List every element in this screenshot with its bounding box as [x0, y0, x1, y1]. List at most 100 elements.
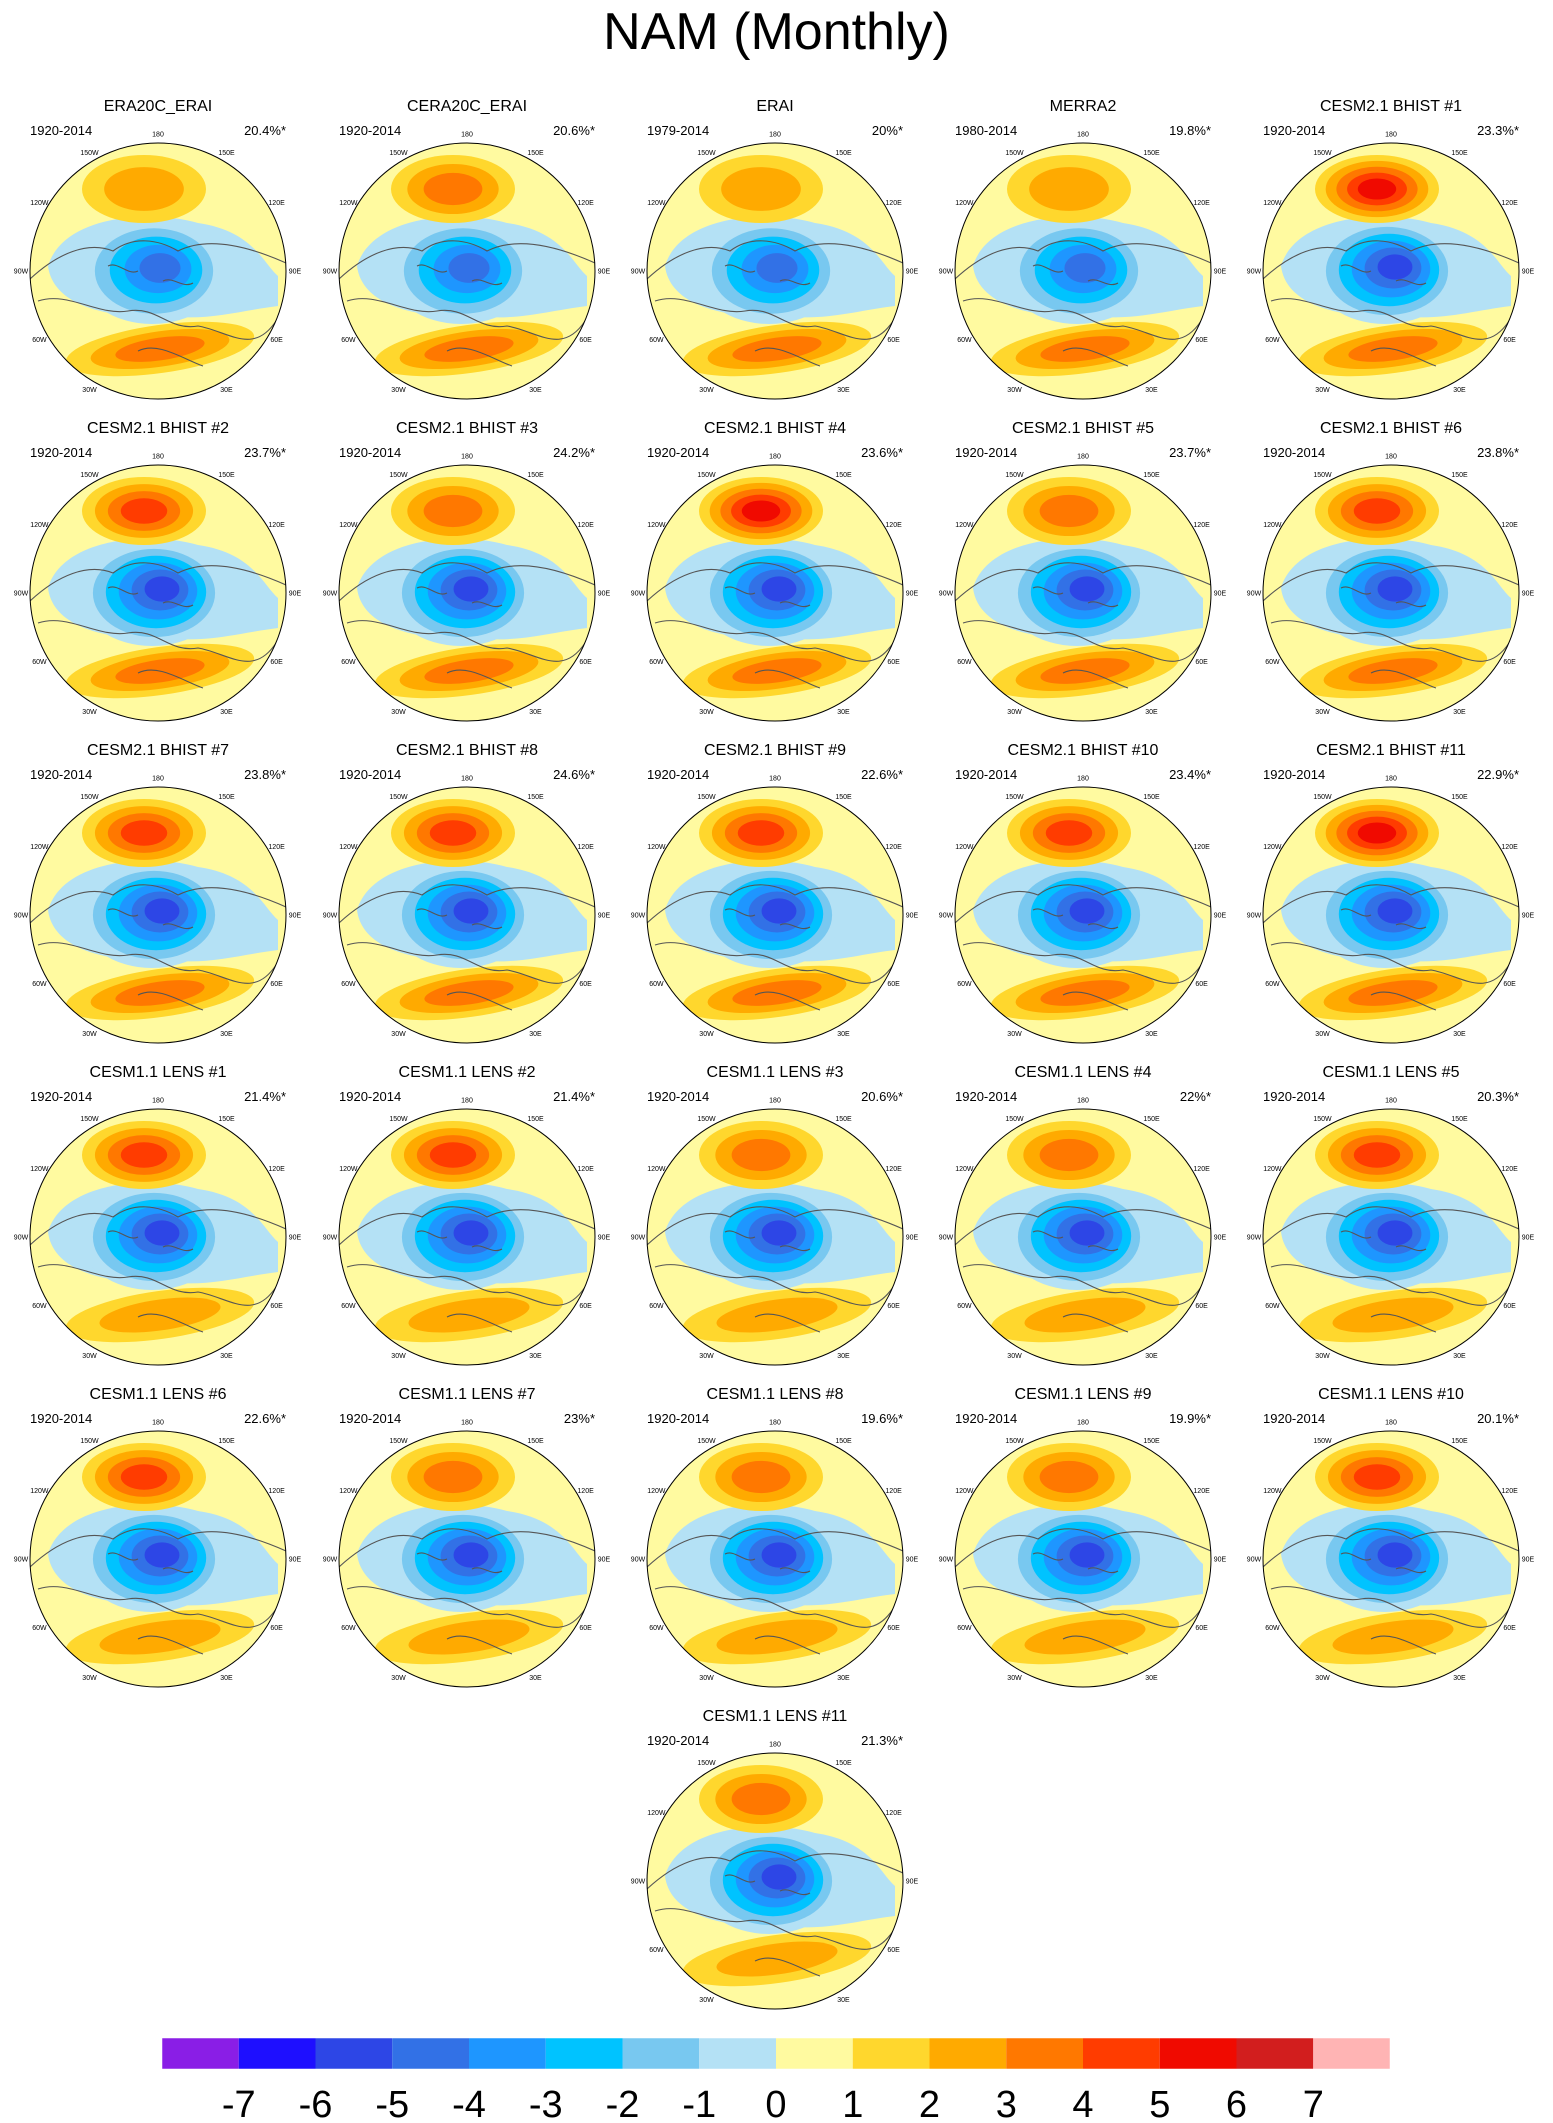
longitude-label: 60W	[341, 659, 356, 666]
longitude-label: 60E	[579, 981, 592, 988]
longitude-label: 120E	[577, 1488, 594, 1495]
longitude-label: 60W	[32, 1625, 47, 1632]
longitude-label: 60W	[649, 1625, 664, 1632]
longitude-label: 150W	[1313, 1438, 1332, 1445]
map-boundary	[646, 1108, 904, 1366]
panel-variance-percent: 19.6%*	[861, 1411, 903, 1426]
longitude-label: 120E	[1501, 1166, 1518, 1173]
longitude-label: 60W	[649, 1303, 664, 1310]
longitude-label: 150E	[527, 794, 544, 801]
longitude-label: 150E	[527, 472, 544, 479]
polar-map: 180150E120E90E60E30E030W60W90W120W150W	[1247, 1420, 1535, 1688]
longitude-label: 60W	[32, 659, 47, 666]
longitude-label: 150E	[1451, 1438, 1468, 1445]
longitude-label: 90E	[289, 913, 302, 920]
colorbar-tick-label: 0	[765, 2084, 786, 2123]
longitude-label: 30W	[699, 1031, 714, 1038]
panel-period: 1980-2014	[955, 123, 1018, 138]
longitude-label: 90W	[631, 1879, 646, 1886]
longitude-label: 30W	[391, 387, 406, 394]
longitude-label: 30W	[1007, 1353, 1022, 1360]
longitude-label: 180	[152, 454, 164, 461]
longitude-label: 30E	[1145, 1353, 1158, 1360]
polar-map: 180150E120E90E60E30E030W60W90W120W150W	[939, 132, 1227, 400]
colorbar-swatch	[469, 2038, 546, 2069]
longitude-label: 180	[1077, 132, 1089, 139]
coastline	[955, 1528, 1211, 1655]
longitude-label: 60W	[957, 1625, 972, 1632]
polar-map: 180150E120E90E60E30E030W60W90W120W150W	[939, 1420, 1227, 1688]
colorbar-tick-label: 6	[1226, 2084, 1247, 2123]
longitude-label: 30W	[1315, 1353, 1330, 1360]
longitude-label: 60W	[1265, 1303, 1280, 1310]
negative-contour	[1069, 576, 1105, 602]
longitude-label: 120E	[268, 1166, 285, 1173]
longitude-label: 150E	[218, 794, 235, 801]
longitude-label: 60E	[887, 659, 900, 666]
colorbar-tick-label: 7	[1303, 2084, 1324, 2123]
map-panel: CESM1.1 LENS #8 1920-2014 19.6%* 180 150E 120…	[630, 1386, 920, 1696]
longitude-label: 150E	[527, 1438, 544, 1445]
pacific-positive-contour	[1045, 820, 1093, 846]
longitude-label: 60E	[1195, 981, 1208, 988]
polar-map: 180150E120E90E60E30E030W60W90W120W150W	[323, 132, 611, 400]
map-boundary	[954, 1430, 1212, 1688]
panel-variance-percent: 20%*	[871, 123, 903, 138]
panel-title: CESM1.1 LENS #11	[702, 1708, 848, 1725]
longitude-label: 90W	[1247, 1557, 1262, 1564]
longitude-label: 120W	[1263, 522, 1282, 529]
longitude-label: 180	[769, 1098, 781, 1105]
longitude-label: 30W	[82, 1675, 97, 1682]
negative-contour	[761, 1864, 797, 1890]
panel-title: CESM2.1 BHIST #9	[704, 742, 846, 759]
panel-variance-percent: 22.9%*	[1477, 767, 1519, 782]
colorbar-tick-label: 1	[842, 2084, 863, 2123]
longitude-label: 120W	[339, 200, 358, 207]
map-panel: CESM1.1 LENS #2 1920-2014 21.4%* 180 150E 120…	[322, 1064, 612, 1374]
coastline	[647, 1528, 903, 1655]
longitude-label: 180	[1385, 1098, 1397, 1105]
longitude-label: 90E	[289, 269, 302, 276]
map-panel: ERA20C_ERAI 1920-2014 20.4%* 180 150E 120E 90E…	[13, 98, 303, 408]
longitude-label: 180	[152, 1420, 164, 1427]
map-boundary	[1262, 142, 1520, 400]
map-panel: CESM2.1 BHIST #3 1920-2014 24.2%* 180 150E 12…	[322, 420, 612, 730]
panel-variance-percent: 20.1%*	[1477, 1411, 1519, 1426]
coastline	[339, 1206, 595, 1333]
longitude-label: 120E	[1193, 522, 1210, 529]
longitude-label: 90E	[1522, 591, 1535, 598]
longitude-label: 120W	[647, 1166, 666, 1173]
map-boundary	[646, 142, 904, 400]
negative-contour	[453, 1542, 489, 1568]
longitude-label: 30E	[529, 709, 542, 716]
coastline	[647, 240, 903, 367]
longitude-label: 180	[1077, 1420, 1089, 1427]
panel-period: 1920-2014	[339, 1089, 402, 1104]
longitude-label: 150W	[1313, 794, 1332, 801]
longitude-label: 180	[461, 1098, 473, 1105]
negative-contour	[1377, 1542, 1413, 1568]
coastline	[30, 884, 286, 1011]
longitude-label: 60E	[270, 1303, 283, 1310]
longitude-label: 90W	[631, 1557, 646, 1564]
longitude-label: 60W	[1265, 1625, 1280, 1632]
longitude-label: 150W	[80, 472, 99, 479]
coastline	[955, 1206, 1211, 1333]
longitude-label: 120E	[268, 200, 285, 207]
negative-contour	[761, 1542, 797, 1568]
longitude-label: 120W	[647, 1488, 666, 1495]
longitude-label: 150E	[1451, 472, 1468, 479]
negative-contour	[1377, 898, 1413, 924]
longitude-label: 60E	[270, 659, 283, 666]
longitude-label: 90W	[1247, 913, 1262, 920]
panel-variance-percent: 21.3%*	[861, 1733, 903, 1748]
coastline	[30, 240, 286, 367]
map-boundary	[954, 464, 1212, 722]
polar-map: 180150E120E90E60E30E030W60W90W120W150W	[323, 1098, 611, 1366]
colorbar-swatch	[238, 2038, 316, 2069]
longitude-label: 60E	[270, 981, 283, 988]
longitude-label: 150W	[697, 472, 716, 479]
longitude-label: 30E	[837, 387, 850, 394]
longitude-label: 150W	[697, 794, 716, 801]
colorbar-swatch	[1006, 2038, 1083, 2069]
